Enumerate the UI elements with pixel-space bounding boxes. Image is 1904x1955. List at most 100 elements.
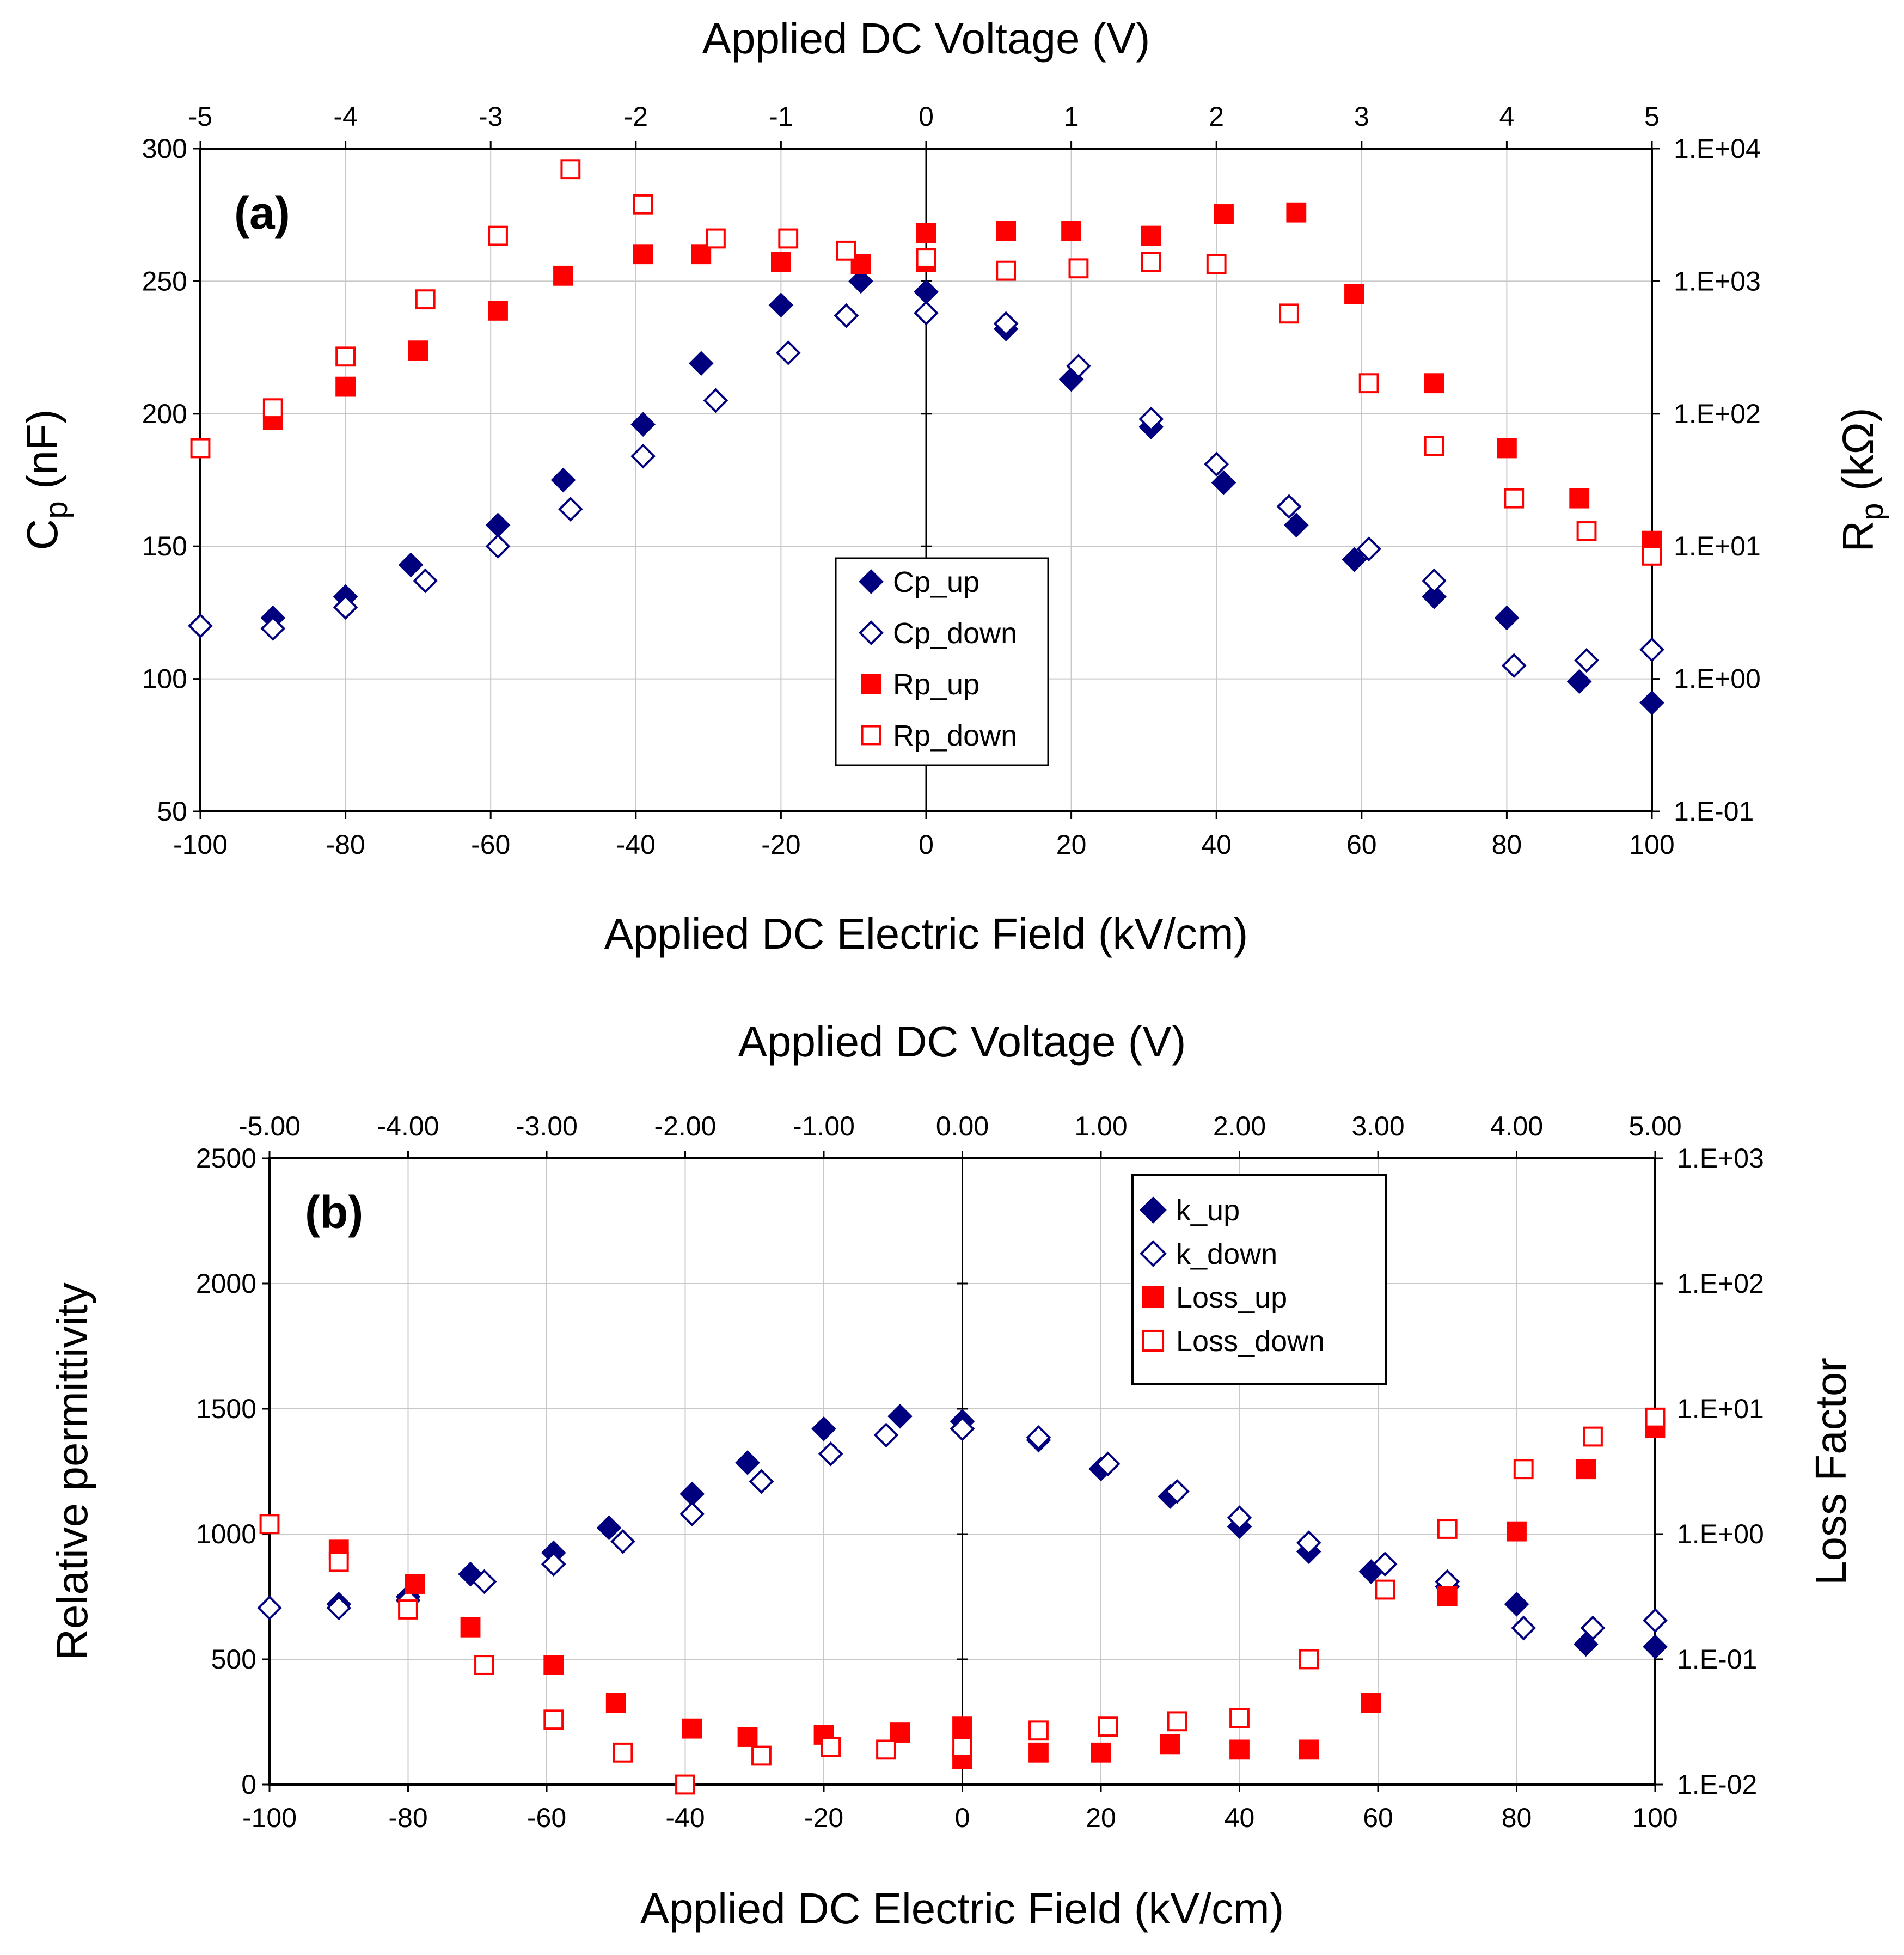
data-point	[553, 265, 573, 286]
x-tick-label: 60	[1363, 1803, 1393, 1833]
x-tick-label: 20	[1086, 1803, 1116, 1833]
data-point	[950, 1416, 975, 1441]
x2-tick-label: -5.00	[238, 1111, 301, 1141]
data-point	[876, 1739, 896, 1760]
y-tick-label: 0	[241, 1769, 256, 1800]
data-point	[596, 1515, 622, 1541]
x-tick-label: -60	[527, 1803, 566, 1833]
data-point	[1375, 1579, 1395, 1600]
data-point	[1204, 451, 1229, 477]
series-rp-up	[262, 202, 1662, 551]
data-point	[751, 1745, 772, 1766]
data-point	[952, 1716, 972, 1737]
panel-b: -100 -5.00 -80 -4.00 -60 -3.00 -40 -2.00 -20 -1.0…	[48, 1017, 1855, 1933]
legend-marker	[861, 725, 881, 746]
data-point	[543, 1655, 564, 1675]
data-point	[613, 1742, 633, 1763]
data-point	[485, 534, 511, 559]
data-point	[1643, 1608, 1668, 1633]
data-point	[996, 221, 1017, 241]
data-point	[1229, 1708, 1250, 1728]
data-point	[890, 1722, 910, 1743]
y2-tick-label: 1.E-02	[1677, 1769, 1757, 1800]
x2-tick-label: 2	[1209, 101, 1224, 132]
data-point	[1068, 258, 1089, 279]
data-point	[1580, 1615, 1606, 1641]
data-point	[1095, 1451, 1121, 1477]
data-point	[398, 1599, 418, 1620]
series-loss-up	[328, 1418, 1666, 1769]
data-point	[1494, 605, 1520, 631]
series-rp-down	[190, 159, 1662, 566]
data-point	[460, 1617, 481, 1638]
data-point	[1576, 521, 1597, 541]
data-point	[560, 159, 581, 180]
data-point	[1583, 1426, 1603, 1447]
data-point	[1504, 488, 1525, 509]
data-point	[811, 1416, 836, 1441]
x2-tick-label: -3	[479, 101, 503, 132]
y-tick-label: 250	[142, 266, 187, 296]
x-tick-label: -60	[471, 829, 510, 860]
y2-tick-label: 1.E-01	[1677, 1644, 1757, 1675]
data-point	[996, 260, 1017, 281]
series-k-down	[257, 1416, 1668, 1641]
legend-marker	[861, 674, 881, 694]
data-point	[916, 223, 936, 243]
x-tick-label: -100	[173, 829, 228, 860]
data-point	[488, 300, 508, 321]
x-tick-label: -20	[761, 829, 800, 860]
data-point	[1214, 204, 1234, 224]
x-tick-label: -80	[326, 829, 365, 860]
data-point	[682, 1718, 702, 1739]
data-point	[873, 1422, 899, 1448]
x2-tick-label: -2.00	[654, 1111, 717, 1141]
data-point	[543, 1709, 564, 1730]
data-point	[1229, 1739, 1250, 1760]
data-point	[541, 1551, 566, 1577]
data-point	[836, 240, 856, 261]
legend-label: Rp_up	[893, 668, 979, 701]
x-tick-label: 0	[919, 829, 934, 860]
data-point	[735, 1450, 760, 1475]
y-tick-label: 50	[157, 796, 187, 827]
legend-label: Cp_down	[893, 617, 1017, 650]
panel-a-data-points	[188, 159, 1664, 716]
data-point	[1296, 1530, 1321, 1555]
data-point	[1504, 1591, 1529, 1617]
x2-tick-label: 4	[1499, 101, 1514, 132]
y2-tick-label: 1.E+02	[1677, 1268, 1764, 1299]
data-point	[1028, 1720, 1049, 1741]
data-point	[1569, 488, 1590, 509]
data-point	[1098, 1716, 1118, 1737]
x2-tick-label: 5	[1644, 101, 1660, 132]
x-tick-label: -80	[388, 1803, 427, 1833]
data-point	[1227, 1505, 1252, 1530]
panel-b-legend-box	[1131, 1174, 1387, 1385]
y2-tick-label: 1.E+00	[1677, 1519, 1764, 1549]
data-point	[1356, 536, 1381, 561]
y2-tick-label: 1.E+03	[1674, 266, 1761, 296]
data-point	[408, 340, 428, 361]
data-point	[952, 1737, 972, 1757]
x-tick-label: 80	[1502, 1803, 1532, 1833]
data-point	[1372, 1551, 1398, 1577]
panel-b-data-points	[257, 1403, 1668, 1795]
data-point	[848, 268, 873, 294]
y-tick-label: 300	[142, 133, 187, 164]
data-point	[1576, 1459, 1596, 1480]
series-cp-down	[188, 300, 1664, 679]
x2-tick-label: -3.00	[516, 1111, 578, 1141]
data-point	[749, 1469, 774, 1494]
data-point	[1511, 1615, 1536, 1641]
x2-tick-label: 3.00	[1351, 1111, 1404, 1141]
legend-label: k_up	[1176, 1194, 1240, 1227]
data-point	[1639, 637, 1664, 662]
data-point	[688, 351, 714, 376]
legend-marker	[859, 569, 884, 594]
data-point	[1026, 1425, 1051, 1450]
y-tick-label: 100	[142, 664, 187, 694]
cp-symbol: C	[18, 519, 66, 551]
series-loss-down	[259, 1407, 1666, 1795]
